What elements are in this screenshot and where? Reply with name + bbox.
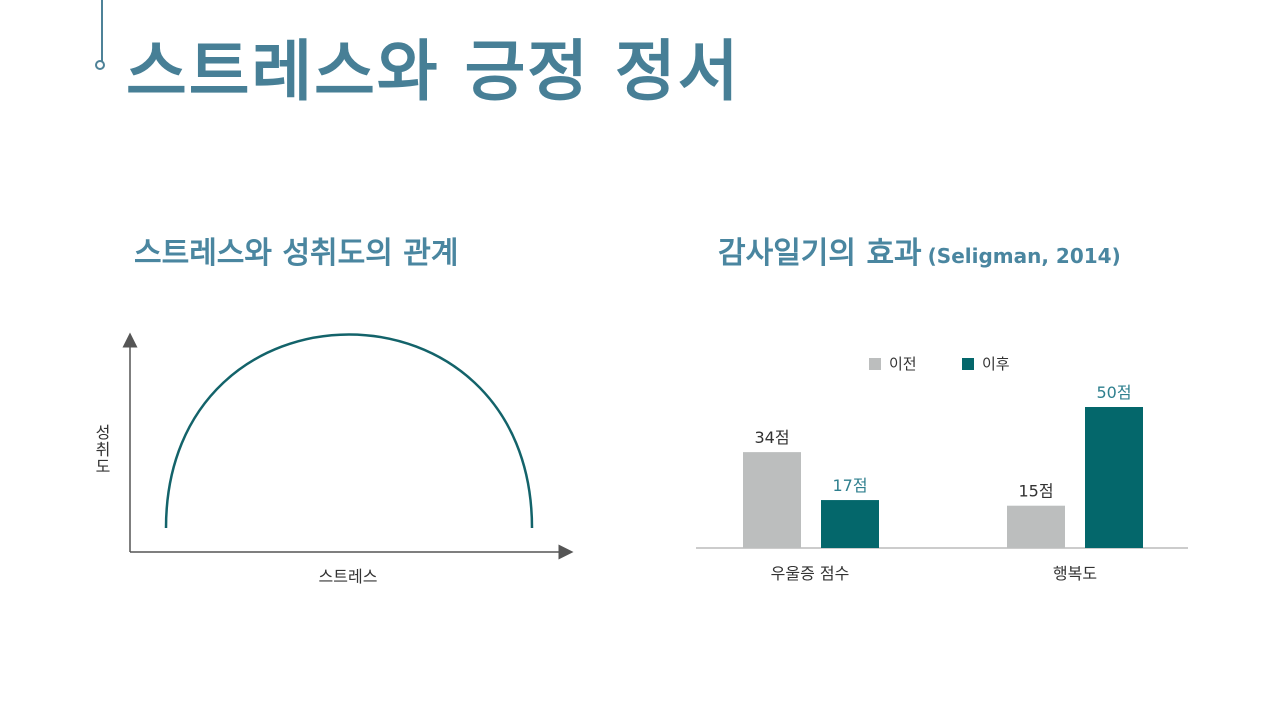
stress-chart-title-text: 스트레스와 성취도의 관계 — [134, 236, 459, 271]
stress-chart-y-label: 성취도 — [96, 423, 111, 476]
legend-before-label: 이전 — [889, 355, 917, 373]
data-label-after-0: 17점 — [832, 476, 867, 495]
stress-chart-title: 스트레스와 성취도의 관계 — [134, 228, 459, 272]
legend-before-swatch — [869, 358, 881, 370]
gratitude-chart-title-text: 감사일기의 효과 — [718, 236, 922, 271]
legend-after-swatch — [962, 358, 974, 370]
stress-chart-y-label-char: 성 — [96, 423, 111, 442]
legend-after-label: 이후 — [982, 355, 1010, 373]
bar-after-1 — [1085, 407, 1143, 548]
data-label-before-1: 15점 — [1018, 482, 1053, 501]
bar-before-0 — [743, 452, 801, 548]
gratitude-chart-citation: (Seligman, 2014) — [927, 244, 1121, 268]
page-title: 스트레스와 긍정 정서 — [126, 33, 741, 110]
bar-after-0 — [821, 500, 879, 548]
data-label-before-0: 34점 — [754, 428, 789, 447]
stress-chart-y-label-char: 취 — [96, 440, 111, 459]
title-decoration-circle — [95, 60, 105, 70]
gratitude-chart-title: 감사일기의 효과 (Seligman, 2014) — [718, 228, 1121, 272]
stress-chart-y-label-char: 도 — [96, 457, 111, 476]
category-label-happiness: 행복도 — [1053, 564, 1097, 583]
bar-before-1 — [1007, 505, 1065, 548]
stress-performance-curve — [164, 333, 534, 529]
category-label-depression: 우울증 점수 — [771, 564, 850, 583]
title-decoration-line — [101, 0, 103, 62]
data-label-after-1: 50점 — [1096, 383, 1131, 402]
stress-chart-x-label: 스트레스 — [319, 567, 378, 586]
